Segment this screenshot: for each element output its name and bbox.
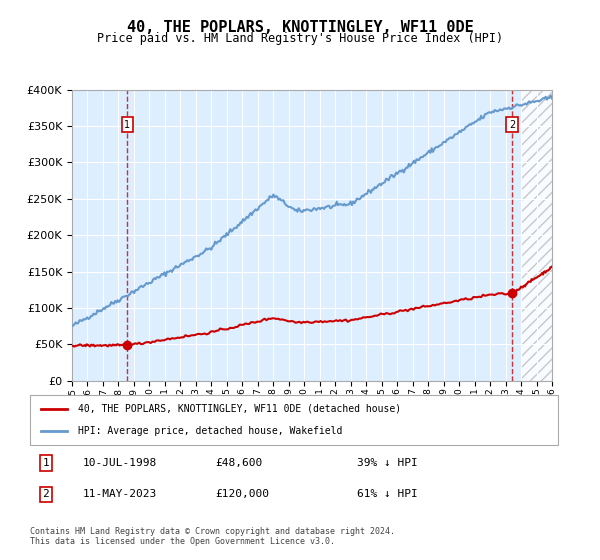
Text: 2: 2 (509, 119, 515, 129)
Text: 40, THE POPLARS, KNOTTINGLEY, WF11 0DE: 40, THE POPLARS, KNOTTINGLEY, WF11 0DE (127, 20, 473, 35)
Text: 1: 1 (124, 119, 131, 129)
FancyBboxPatch shape (30, 395, 558, 445)
Bar (521, 90, 552, 381)
Text: £48,600: £48,600 (215, 458, 262, 468)
Text: 10-JUL-1998: 10-JUL-1998 (83, 458, 157, 468)
Text: 40, THE POPLARS, KNOTTINGLEY, WF11 0DE (detached house): 40, THE POPLARS, KNOTTINGLEY, WF11 0DE (… (77, 404, 401, 414)
Text: Price paid vs. HM Land Registry's House Price Index (HPI): Price paid vs. HM Land Registry's House … (97, 32, 503, 45)
Text: 61% ↓ HPI: 61% ↓ HPI (358, 489, 418, 500)
Text: £120,000: £120,000 (215, 489, 269, 500)
Text: 39% ↓ HPI: 39% ↓ HPI (358, 458, 418, 468)
Text: Contains HM Land Registry data © Crown copyright and database right 2024.
This d: Contains HM Land Registry data © Crown c… (30, 526, 395, 546)
Text: 1: 1 (43, 458, 49, 468)
Text: HPI: Average price, detached house, Wakefield: HPI: Average price, detached house, Wake… (77, 426, 342, 436)
Text: 2: 2 (43, 489, 49, 500)
Text: 11-MAY-2023: 11-MAY-2023 (83, 489, 157, 500)
